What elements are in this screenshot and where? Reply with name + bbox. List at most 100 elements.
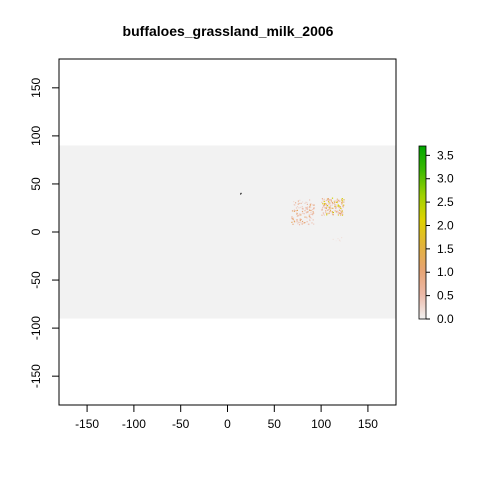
- raster-cell: [331, 212, 334, 214]
- raster-cell: [302, 222, 304, 224]
- raster-cell: [297, 220, 299, 222]
- raster-cell: [306, 201, 308, 204]
- raster-cell: [328, 212, 330, 214]
- raster-cell: [298, 207, 300, 209]
- raster-cell: [291, 217, 293, 219]
- raster-cell: [332, 211, 334, 214]
- raster-cell: [324, 207, 326, 209]
- raster-cell: [313, 223, 315, 225]
- raster-cell: [341, 208, 343, 210]
- raster-cell: [293, 209, 295, 211]
- y-tick-label: -150: [29, 364, 43, 388]
- colorbar-legend: 0.0 0.5 1.0 1.5 2.0 2.5 3.0 3.5: [418, 145, 454, 326]
- raster-cell: [292, 218, 294, 220]
- raster-cell: [326, 214, 328, 216]
- raster-cell: [343, 204, 345, 206]
- raster-cell: [240, 193, 242, 195]
- raster-cell: [332, 214, 334, 216]
- raster-cell: [294, 204, 296, 206]
- raster-cell: [323, 204, 325, 206]
- raster-cell: [341, 237, 343, 239]
- raster-cell: [309, 204, 311, 206]
- raster-cell: [291, 210, 294, 212]
- chart-title: buffaloes_grassland_milk_2006: [123, 23, 334, 39]
- raster-cell: [291, 220, 293, 223]
- colorbar-tick-label: 1.0: [437, 265, 454, 279]
- raster-cell: [302, 201, 304, 203]
- raster-cell: [295, 210, 297, 212]
- raster-cell: [323, 198, 325, 200]
- raster-cell: [335, 207, 337, 210]
- raster-cell: [301, 208, 303, 210]
- raster-cell: [301, 206, 303, 208]
- raster-cell: [292, 217, 295, 219]
- raster-cell: [341, 210, 343, 212]
- raster-cell: [342, 201, 344, 203]
- raster-cell: [322, 203, 324, 205]
- raster-cell: [308, 215, 310, 217]
- raster-cell: [306, 203, 308, 205]
- raster-cell: [338, 209, 341, 211]
- x-tick-label: -100: [122, 417, 146, 431]
- raster-cell: [341, 198, 343, 200]
- raster-cell: [330, 200, 332, 202]
- raster-cell: [326, 203, 328, 205]
- raster-cell: [300, 202, 302, 204]
- colorbar: [418, 145, 427, 320]
- raster-cell: [337, 204, 339, 206]
- raster-cell: [311, 213, 314, 215]
- raster-cell: [323, 214, 325, 216]
- raster-cell: [295, 207, 298, 209]
- x-tick-label: 100: [311, 417, 331, 431]
- raster-cell: [309, 209, 311, 211]
- raster-cell: [321, 198, 323, 200]
- raster-cell: [342, 206, 344, 208]
- raster-cell: [335, 200, 337, 202]
- raster-cell: [299, 220, 301, 222]
- raster-cell: [331, 211, 333, 213]
- raster-cell: [296, 215, 298, 217]
- raster-cell: [341, 201, 343, 204]
- raster-cell: [293, 221, 296, 223]
- raster-cell: [321, 208, 323, 210]
- raster-cell: [341, 203, 343, 205]
- raster-cell: [331, 204, 333, 206]
- y-tick-label: 100: [29, 126, 43, 146]
- raster-cell: [299, 218, 301, 220]
- raster-cell: [311, 217, 313, 219]
- raster-cell: [293, 201, 295, 203]
- cluster-middle-east: [240, 192, 242, 195]
- raster-cell: [328, 204, 330, 206]
- raster-cell: [327, 209, 329, 211]
- raster-cell: [299, 221, 302, 224]
- raster-cell: [330, 199, 332, 201]
- raster-cell: [336, 199, 338, 201]
- raster-cell: [311, 222, 313, 224]
- raster-cell: [306, 208, 308, 210]
- raster-cell: [337, 213, 340, 215]
- raster-cell: [337, 205, 339, 207]
- raster-cell: [335, 201, 337, 203]
- raster-cell: [329, 203, 331, 205]
- raster-cell: [295, 202, 297, 204]
- y-tick-label: -100: [29, 316, 43, 340]
- raster-cell: [310, 213, 312, 215]
- raster-cell: [322, 199, 324, 201]
- x-tick-label: -150: [75, 417, 99, 431]
- raster-cell: [332, 207, 335, 210]
- raster-cell: [296, 212, 298, 214]
- colorbar-tick-label: 2.5: [437, 195, 454, 209]
- raster-cell: [337, 202, 339, 204]
- y-tick-label: -50: [29, 271, 43, 289]
- x-tick-label: 0: [224, 417, 231, 431]
- raster-cell: [303, 222, 305, 224]
- raster-cell: [304, 206, 307, 208]
- raster-cell: [305, 212, 307, 214]
- raster-cell: [333, 202, 336, 204]
- colorbar-tick-label: 1.5: [437, 242, 454, 256]
- raster-cell: [335, 204, 337, 206]
- raster-cell: [328, 203, 330, 205]
- raster-cell: [309, 206, 311, 208]
- raster-cell: [341, 214, 344, 216]
- x-tick-label: -50: [172, 417, 190, 431]
